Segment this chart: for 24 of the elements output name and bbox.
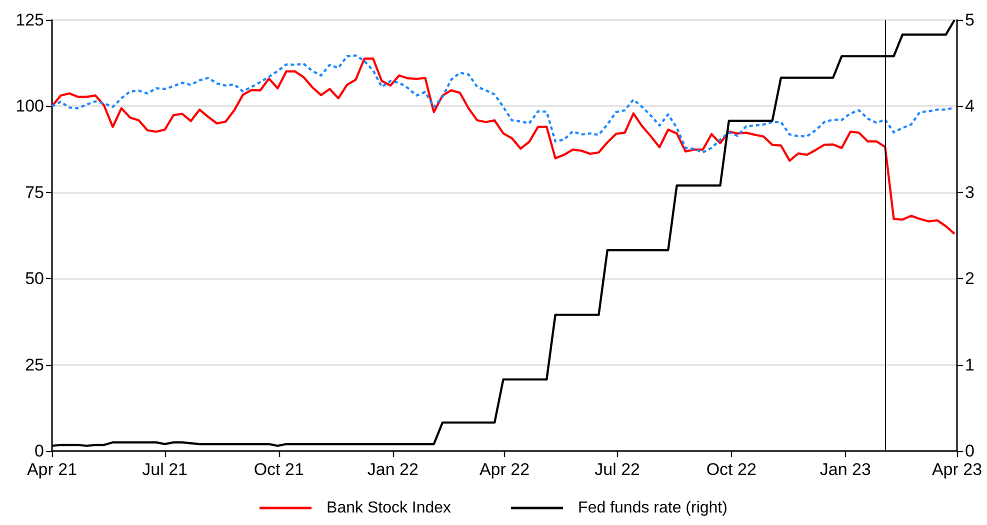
y-tick-label: 25 (25, 355, 44, 374)
y2-tick-label: 5 (965, 10, 974, 30)
y2-tick-label: 3 (965, 182, 974, 202)
legend-label: Bank Stock Index (326, 500, 452, 516)
y2-tick-label: 2 (965, 269, 974, 288)
y2-tick-label: 1 (965, 355, 974, 374)
y2-tick-label: 4 (965, 96, 974, 116)
x-tick-label: Jan 22 (367, 460, 418, 479)
x-tick-label: Apr 21 (26, 460, 78, 479)
y-tick-label: 75 (25, 182, 44, 202)
y-tick-label: 100 (16, 96, 44, 116)
x-tick-label: Apr 22 (479, 460, 530, 479)
x-tick-label: Jul 21 (142, 460, 188, 479)
y-tick-label: 125 (16, 10, 44, 30)
legend-label: Fed funds rate (right) (578, 500, 728, 516)
x-tick-label: Oct 21 (254, 460, 304, 479)
x-tick-label: Jan 23 (820, 460, 871, 479)
x-tick-label: Oct 22 (706, 460, 756, 479)
y-tick-label: 0 (34, 442, 44, 460)
x-tick-label: Apr 23 (932, 460, 982, 479)
y-tick-label: 50 (25, 269, 44, 288)
y2-tick-label: 0 (965, 442, 974, 460)
line-series (50, 58, 956, 235)
x-tick-label: Jul 22 (594, 460, 640, 479)
